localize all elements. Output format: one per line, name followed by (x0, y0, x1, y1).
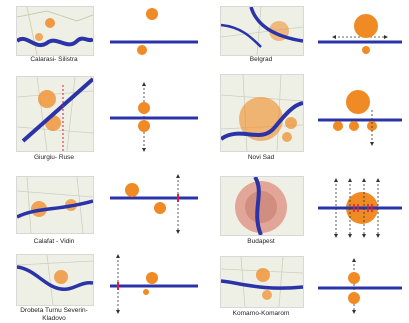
caption-komarno-komarom: Komarno-Komarom (232, 310, 290, 317)
map-budapest (220, 176, 304, 236)
diagram-calarasi-silistra (106, 6, 202, 56)
map-drobeta-kladovo (16, 254, 94, 306)
diagram-drobeta-kladovo (106, 254, 202, 314)
caption-calarasi-silistra: Calarasi- Silistra (30, 56, 78, 63)
diagram-belgrad (314, 6, 406, 58)
caption-drobeta-kladovo: Drobeta Turnu Severin-Kladovo (20, 307, 88, 322)
map-calarasi-silistra (16, 6, 94, 56)
diagram-novi-sad (314, 80, 406, 150)
map-komarno-komarom (220, 256, 304, 308)
diagram-giurgiu-ruse (106, 80, 202, 154)
map-calafat-vidin (16, 176, 94, 234)
caption-belgrad: Belgrad (249, 56, 273, 63)
caption-giurgiu-ruse: Giurgiu- Ruse (33, 154, 75, 161)
caption-budapest: Budapest (247, 238, 275, 245)
diagram-calafat-vidin (106, 174, 202, 236)
caption-novi-sad: Novi Sad (247, 154, 275, 161)
diagram-komarno-komarom (314, 256, 406, 314)
map-giurgiu-ruse (16, 76, 94, 152)
diagram-budapest (314, 176, 406, 240)
map-novi-sad (220, 74, 304, 152)
caption-calafat-vidin: Calafat - Vidin (33, 238, 75, 245)
map-belgrad (220, 6, 304, 56)
